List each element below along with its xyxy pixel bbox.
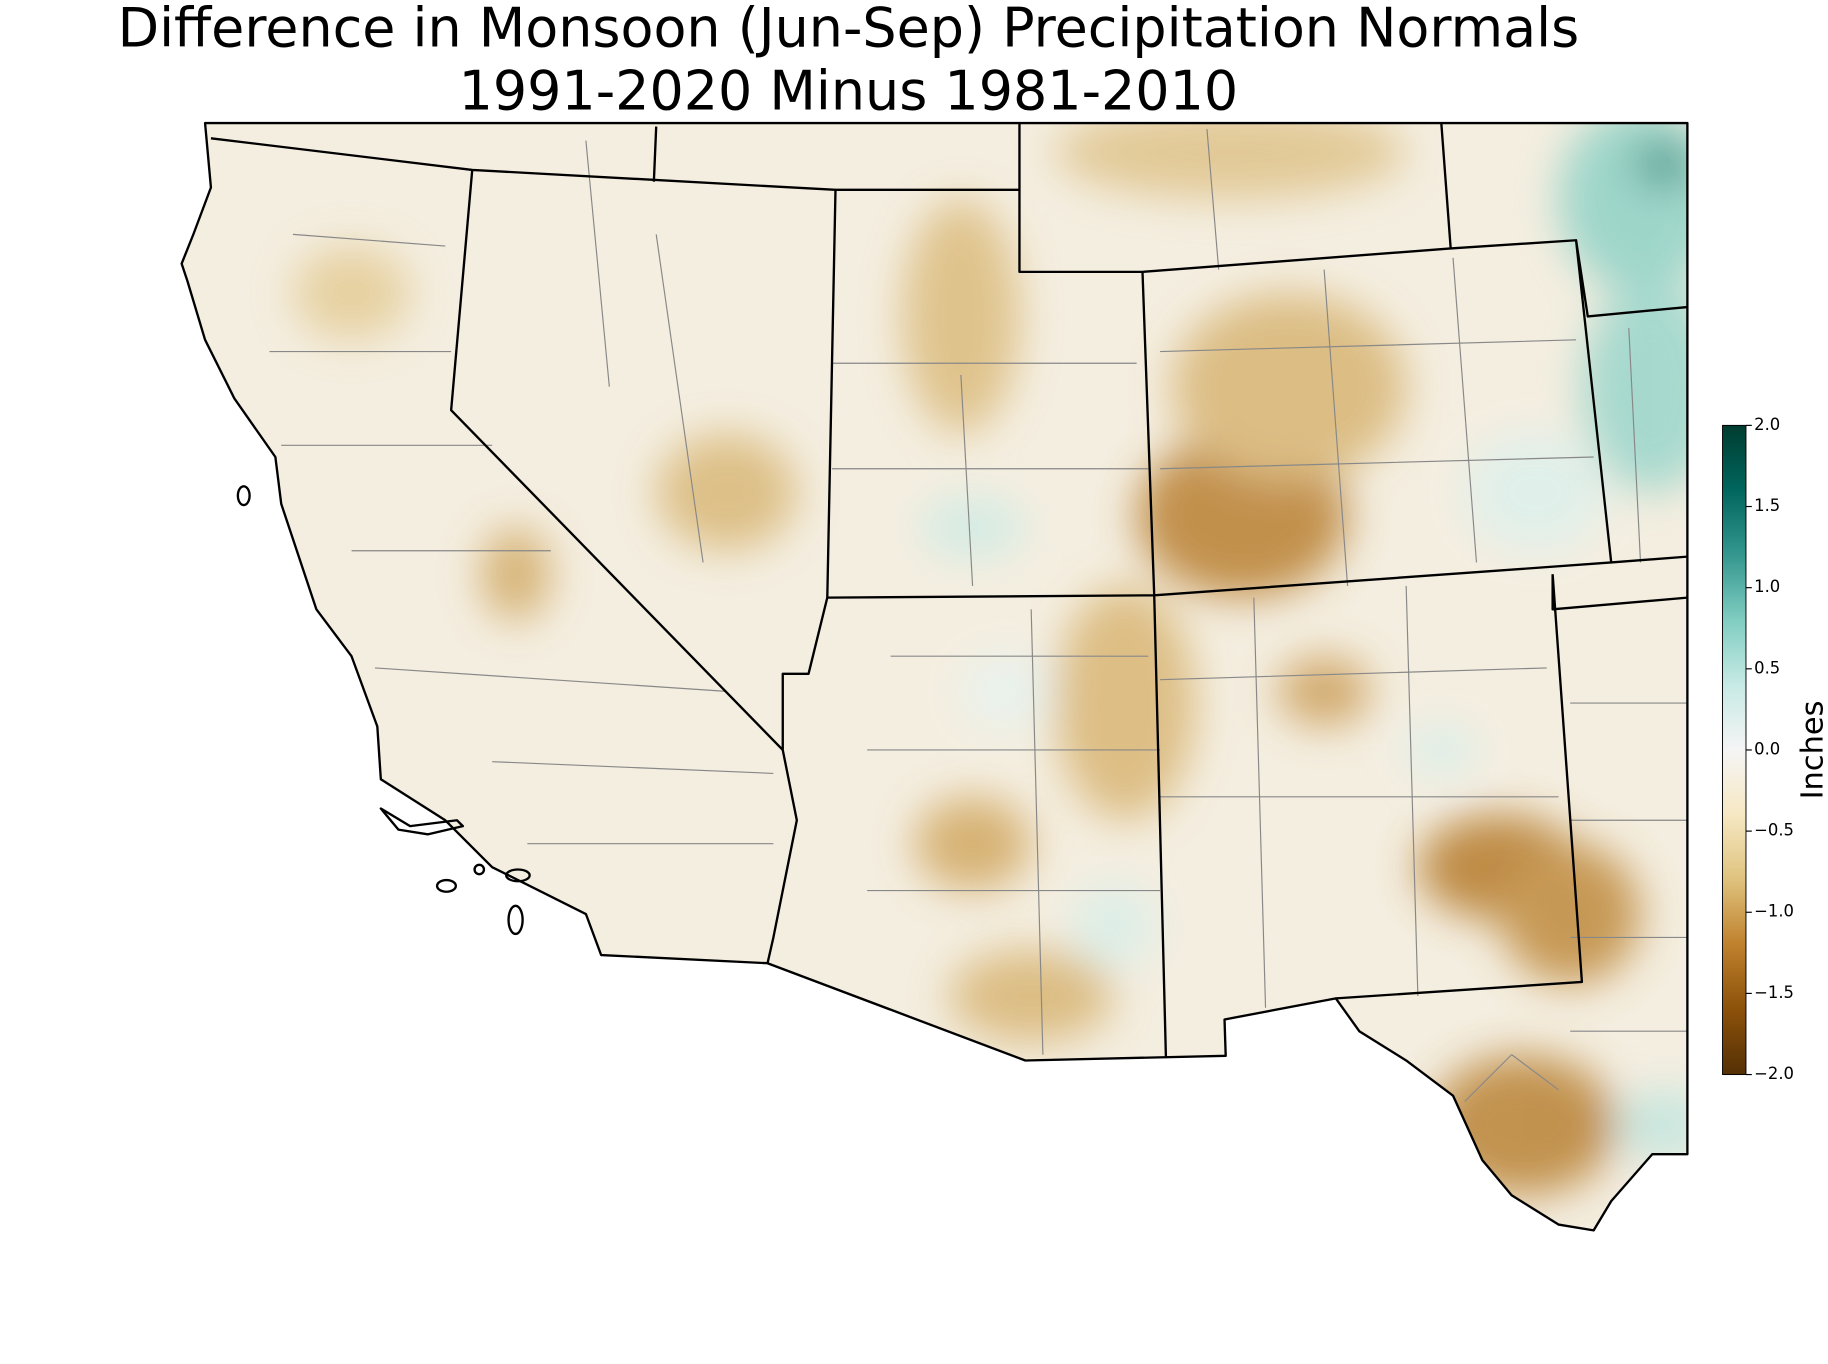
state-borders <box>180 121 1689 1232</box>
precip-field <box>181 123 1688 1231</box>
title-line: 1991-2020 Minus 1981-2010 <box>459 60 1239 123</box>
islands <box>236 485 531 936</box>
colorbar-tick-label: −2.0 <box>1754 1064 1794 1083</box>
colorbar-tick-label: 1.0 <box>1754 577 1780 596</box>
colorbar-tick-label: −1.5 <box>1754 983 1794 1002</box>
title-line: Difference in Monsoon (Jun-Sep) Precipit… <box>118 0 1580 59</box>
colorbar-label: Inches <box>1795 700 1828 799</box>
colorbar-tick-label: 1.5 <box>1754 496 1780 515</box>
colorbar-tick-label: −1.0 <box>1754 902 1794 921</box>
colorbar-tick-label: 0.0 <box>1754 739 1780 758</box>
colorbar <box>1722 424 1747 1076</box>
county-lines <box>269 128 1688 1102</box>
colorbar-tick-label: 0.5 <box>1754 658 1780 677</box>
colorbar-tick-label: −0.5 <box>1754 821 1794 840</box>
colorbar-tick-label: 2.0 <box>1754 415 1780 434</box>
